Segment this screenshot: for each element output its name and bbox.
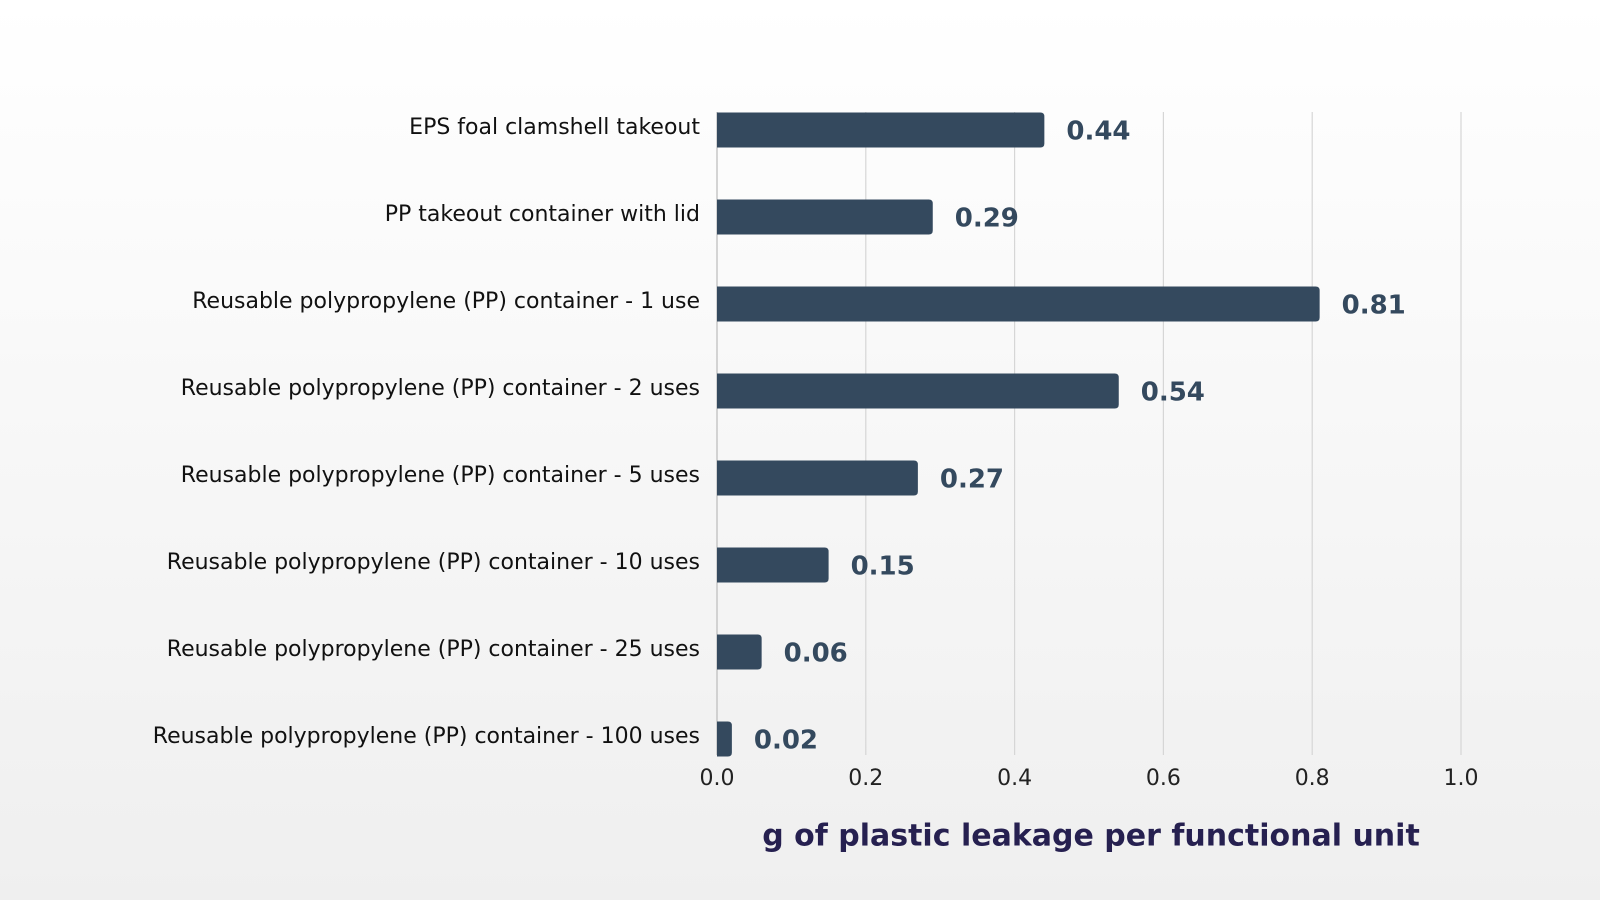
value-label: 0.27 [940, 465, 1004, 495]
value-label: 0.44 [1066, 117, 1130, 147]
bar [717, 547, 829, 583]
bar [717, 460, 918, 496]
x-tick-label: 0.0 [700, 766, 735, 791]
value-label: 0.02 [754, 726, 818, 756]
value-label: 0.81 [1342, 291, 1406, 321]
x-tick-label: 0.2 [848, 766, 883, 791]
value-label: 0.54 [1141, 378, 1205, 408]
x-axis-title: g of plastic leakage per functional unit [762, 819, 1420, 854]
y-tick-label: EPS foal clamshell takeout [409, 115, 700, 140]
bar [717, 373, 1119, 409]
x-tick-label: 0.6 [1146, 766, 1181, 791]
bar [717, 721, 732, 757]
value-label: 0.15 [851, 552, 915, 582]
x-tick-label: 1.0 [1444, 766, 1479, 791]
y-tick-label: Reusable polypropylene (PP) container - … [192, 289, 700, 314]
y-tick-label: Reusable polypropylene (PP) container - … [181, 376, 700, 401]
bar [717, 286, 1320, 322]
y-tick-label: PP takeout container with lid [385, 202, 700, 227]
x-tick-label: 0.8 [1295, 766, 1330, 791]
x-tick-label: 0.4 [997, 766, 1032, 791]
y-tick-label: Reusable polypropylene (PP) container - … [167, 550, 700, 575]
value-label: 0.06 [784, 639, 848, 669]
y-tick-label: Reusable polypropylene (PP) container - … [153, 724, 700, 749]
bar [717, 112, 1045, 148]
bar [717, 199, 933, 235]
bar [717, 634, 762, 670]
y-tick-label: Reusable polypropylene (PP) container - … [181, 463, 700, 488]
value-label: 0.29 [955, 204, 1019, 234]
y-tick-label: Reusable polypropylene (PP) container - … [167, 637, 700, 662]
